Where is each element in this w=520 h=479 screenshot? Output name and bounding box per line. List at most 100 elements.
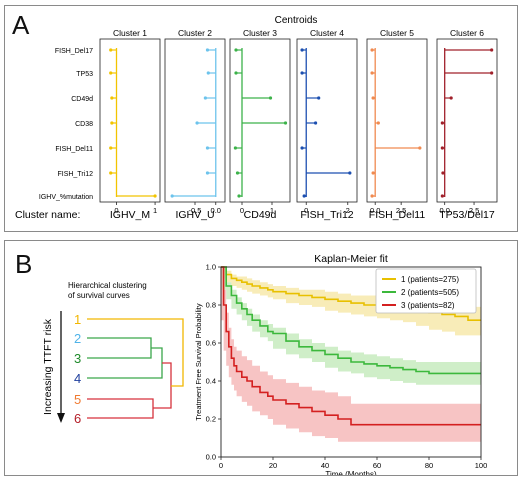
centroid-marker: [237, 194, 241, 198]
cluster-frame: [366, 38, 428, 203]
cluster-frame: [99, 38, 161, 203]
centroid-marker: [283, 121, 288, 125]
cluster-frame: [436, 38, 498, 203]
cluster-name: CD49d: [244, 209, 277, 221]
x-tick-label: 0.0: [439, 206, 449, 215]
survival-curve: [221, 266, 481, 426]
cluster-name: IGHV_U: [175, 209, 214, 221]
cluster-title: Cluster 1: [113, 28, 147, 38]
km-frame: [220, 266, 482, 458]
centroid-marker: [153, 194, 157, 198]
centroid-marker: [109, 48, 113, 52]
x-tick-label: -0.5: [189, 206, 202, 215]
dendro-title-line-1: Hierarchical clustering: [68, 281, 147, 290]
centroid-marker: [205, 146, 210, 150]
cluster-name-label: Cluster name:: [15, 209, 80, 221]
centroid-marker: [109, 171, 113, 175]
centroid-marker: [370, 71, 374, 75]
panel-letter-b: B: [15, 249, 33, 279]
centroid-marker: [234, 71, 238, 75]
dendro-leaf-label: 4: [74, 371, 81, 386]
dendro-leaf-label: 3: [74, 351, 81, 366]
legend-box: [375, 268, 477, 314]
x-tick-label: 1: [153, 206, 157, 215]
x-tick-label: 2.5: [396, 206, 406, 215]
centroid-marker: [449, 96, 453, 100]
x-tick-label: 100: [475, 461, 488, 470]
dendro-title-line-2: of survival curves: [68, 291, 130, 300]
feature-label: FISH_Del17: [55, 48, 93, 55]
x-tick-label: 1: [270, 206, 274, 215]
cluster-name: IGHV_M: [110, 209, 150, 221]
centroid-marker: [235, 171, 240, 175]
y-tick-label: 1.0: [206, 263, 216, 272]
centroid-marker: [441, 171, 445, 175]
feature-label: IGHV_%mutation: [39, 194, 93, 201]
x-tick-label: 80: [425, 461, 433, 470]
centroid-marker: [203, 96, 207, 100]
dendro-leaf-label: 5: [74, 392, 81, 407]
risk-label: Increasing TTFT risk: [42, 318, 54, 415]
y-tick-label: 0.6: [206, 339, 216, 348]
centroid-marker: [109, 146, 113, 150]
cluster-frame: [296, 38, 358, 203]
dendro-link: [87, 337, 152, 359]
dendro-leaf-label: 6: [74, 411, 81, 426]
centroid-marker: [376, 121, 380, 125]
legend-label: 2 (patients=505): [401, 288, 459, 297]
centroid-marker: [300, 71, 304, 75]
cluster-title: Cluster 3: [243, 28, 277, 38]
cluster-title: Cluster 2: [178, 28, 212, 38]
y-axis-label: Treatment Free Survival Probability: [194, 303, 203, 421]
survival-curve: [221, 266, 481, 375]
cluster-title: Cluster 6: [450, 28, 484, 38]
x-tick-label: 0: [114, 206, 118, 215]
centroid-marker: [302, 194, 306, 198]
centroid-marker: [490, 71, 494, 75]
x-tick-label: 0: [240, 206, 244, 215]
centroid-marker: [348, 171, 352, 175]
x-tick-label: 60: [373, 461, 381, 470]
centroid-marker: [370, 194, 374, 198]
centroid-marker: [371, 171, 375, 175]
centroid-marker: [300, 48, 304, 52]
centroid-marker: [109, 71, 113, 75]
dendro-leaf-label: 1: [74, 312, 81, 327]
cluster-title: Cluster 4: [310, 28, 344, 38]
feature-label: CD38: [75, 121, 93, 128]
survival-figure: Hierarchical clustering of survival curv…: [42, 253, 488, 475]
centroid-marker: [233, 146, 237, 150]
x-tick-label: 0.0: [370, 206, 380, 215]
centroids-chart: Centroids Cluster name: FISH_Del17 TP53 CD…: [15, 15, 498, 221]
centroid-marker: [440, 121, 444, 125]
y-tick-label: 0.2: [206, 415, 216, 424]
x-tick-label: 0.0: [211, 206, 221, 215]
confidence-band: [221, 267, 481, 442]
centroid-marker: [205, 171, 210, 175]
x-tick-label: 2: [346, 206, 350, 215]
panel-a: A Centroids Cluster name: FISH_Del17 TP53…: [4, 5, 518, 232]
centroid-marker: [268, 96, 273, 100]
cluster-name: FISH_Tri12: [300, 209, 353, 221]
x-tick-label: 20: [269, 461, 277, 470]
centroids-title: Centroids: [275, 15, 318, 26]
centroid-marker: [110, 96, 114, 100]
cluster-title: Cluster 5: [380, 28, 414, 38]
cluster-frame: [229, 38, 291, 203]
dendro-link: [87, 318, 184, 387]
y-tick-label: 0.0: [206, 453, 216, 462]
x-axis-label: Time (Months): [325, 470, 377, 475]
centroid-marker: [195, 121, 199, 125]
panel-letter-a: A: [12, 10, 30, 40]
feature-label: CD49d: [71, 96, 93, 103]
centroid-marker: [313, 121, 318, 125]
centroid-marker: [110, 121, 114, 125]
y-tick-label: 0.8: [206, 301, 216, 310]
centroid-marker: [418, 146, 422, 150]
cluster-name: TP53/Del17: [439, 209, 495, 221]
